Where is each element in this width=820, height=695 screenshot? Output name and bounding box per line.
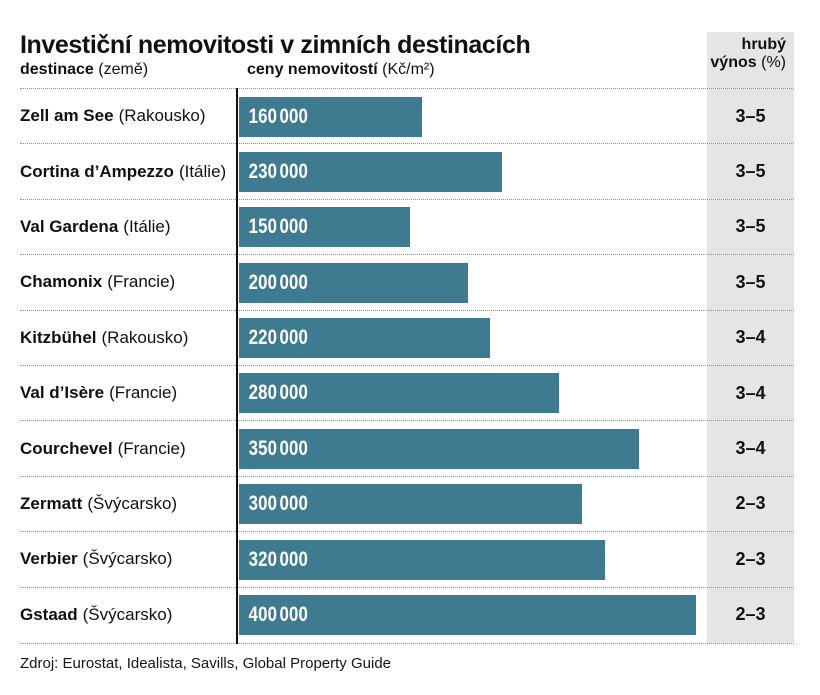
destination-country: (Itálie) <box>178 161 227 181</box>
yield-value: 3–4 <box>735 382 766 403</box>
table-row: Verbier (Švýcarsko) 320 000 2–3 <box>20 531 794 586</box>
column-header-yield: hrubý výnos (%) <box>707 36 786 72</box>
destination-label: Kitzbühel (Rakousko) <box>20 311 235 365</box>
yield-value: 3–5 <box>735 105 766 126</box>
destination-name: Zell am See <box>20 106 114 126</box>
column-header-yield-line2: výnos <box>710 54 757 71</box>
price-bar-value: 160 000 <box>248 104 309 128</box>
chart-rows: Zell am See (Rakousko) 160 000 3–5 Corti… <box>20 88 794 644</box>
price-bar: 350 000 <box>239 428 639 469</box>
destination-country: (Francie) <box>117 438 186 458</box>
price-bar: 200 000 <box>239 262 468 303</box>
destination-label: Zell am See (Rakousko) <box>20 89 235 143</box>
destination-name: Val Gardena <box>20 216 119 236</box>
column-header-yield-unit: (%) <box>761 54 786 71</box>
yield-column-panel <box>707 32 794 643</box>
price-bar-value: 300 000 <box>248 492 309 516</box>
destination-label: Val d’Isère (Francie) <box>20 366 235 420</box>
column-header-destination-name: destinace <box>20 61 94 78</box>
price-bar: 160 000 <box>239 96 422 137</box>
price-bar-value: 150 000 <box>248 215 309 239</box>
column-header-destination: destinace (země) <box>20 61 148 79</box>
destination-country: (Itálie) <box>123 216 171 236</box>
destination-label: Val Gardena (Itálie) <box>20 200 235 254</box>
column-header-price-name: ceny nemovitostí <box>247 61 378 78</box>
destination-label: Chamonix (Francie) <box>20 255 235 309</box>
chart-axis-line <box>236 88 238 644</box>
destination-label: Courchevel (Francie) <box>20 421 235 475</box>
table-row: Gstaad (Švýcarsko) 400 000 2–3 <box>20 586 794 642</box>
destination-country: (Francie) <box>107 272 176 292</box>
destination-country: (Švýcarsko) <box>82 604 173 624</box>
price-bar-value: 280 000 <box>248 381 309 405</box>
yield-value: 3–4 <box>735 327 766 348</box>
table-row: Val Gardena (Itálie) 150 000 3–5 <box>20 198 794 254</box>
destination-label: Cortina d’Ampezzo (Itálie) <box>20 144 235 198</box>
price-bar-value: 350 000 <box>248 436 309 460</box>
destination-name: Zermatt <box>20 493 83 513</box>
table-row: Val d’Isère (Francie) 280 000 3–4 <box>20 364 794 420</box>
price-bar: 280 000 <box>239 373 559 414</box>
destination-country: (Švýcarsko) <box>82 549 173 569</box>
price-bar-value: 230 000 <box>248 159 309 183</box>
table-row: Cortina d’Ampezzo (Itálie) 230 000 3–5 <box>20 143 794 198</box>
table-row: Chamonix (Francie) 200 000 3–5 <box>20 254 794 309</box>
destination-name: Courchevel <box>20 438 113 458</box>
yield-value: 2–3 <box>735 548 766 569</box>
destination-label: Zermatt (Švýcarsko) <box>20 477 235 531</box>
price-bar: 300 000 <box>239 484 582 525</box>
table-row: Kitzbühel (Rakousko) 220 000 3–4 <box>20 309 794 365</box>
price-bar-value: 320 000 <box>248 547 309 571</box>
destination-name: Val d’Isère <box>20 383 105 403</box>
yield-value: 2–3 <box>735 604 766 625</box>
price-bar: 230 000 <box>239 151 502 192</box>
price-bar: 320 000 <box>239 539 605 580</box>
destination-label: Verbier (Švýcarsko) <box>20 532 235 586</box>
yield-value: 3–5 <box>735 161 766 182</box>
destination-name: Kitzbühel <box>20 327 97 347</box>
table-row: Courchevel (Francie) 350 000 3–4 <box>20 420 794 475</box>
column-header-yield-line1: hrubý <box>741 36 786 53</box>
column-header-price: ceny nemovitostí (Kč/m²) <box>247 61 435 79</box>
destination-label: Gstaad (Švýcarsko) <box>20 588 235 642</box>
yield-value: 3–5 <box>735 271 766 292</box>
price-bar-value: 200 000 <box>248 270 309 294</box>
column-header-destination-unit: (země) <box>98 61 149 78</box>
destination-name: Gstaad <box>20 604 78 624</box>
price-bar: 220 000 <box>239 318 491 359</box>
destination-name: Chamonix <box>20 272 103 292</box>
table-row: Zermatt (Švýcarsko) 300 000 2–3 <box>20 475 794 531</box>
column-header-price-unit: (Kč/m²) <box>382 61 435 78</box>
destination-country: (Švýcarsko) <box>87 493 178 513</box>
yield-value: 3–4 <box>735 438 766 459</box>
destination-country: (Francie) <box>109 383 178 403</box>
table-row: Zell am See (Rakousko) 160 000 3–5 <box>20 88 794 143</box>
yield-value: 3–5 <box>735 216 766 237</box>
yield-value: 2–3 <box>735 493 766 514</box>
destination-name: Verbier <box>20 549 78 569</box>
price-bar: 150 000 <box>239 207 411 248</box>
destination-country: (Rakousko) <box>101 327 189 347</box>
page-title: Investiční nemovitosti v zimních destina… <box>20 30 531 59</box>
source-credit: Zdroj: Eurostat, Idealista, Savills, Glo… <box>20 655 392 672</box>
destination-country: (Rakousko) <box>118 106 206 126</box>
price-bar: 400 000 <box>239 595 696 636</box>
destination-name: Cortina d’Ampezzo <box>20 161 174 181</box>
price-bar-value: 220 000 <box>248 326 309 350</box>
price-bar-value: 400 000 <box>248 603 309 627</box>
